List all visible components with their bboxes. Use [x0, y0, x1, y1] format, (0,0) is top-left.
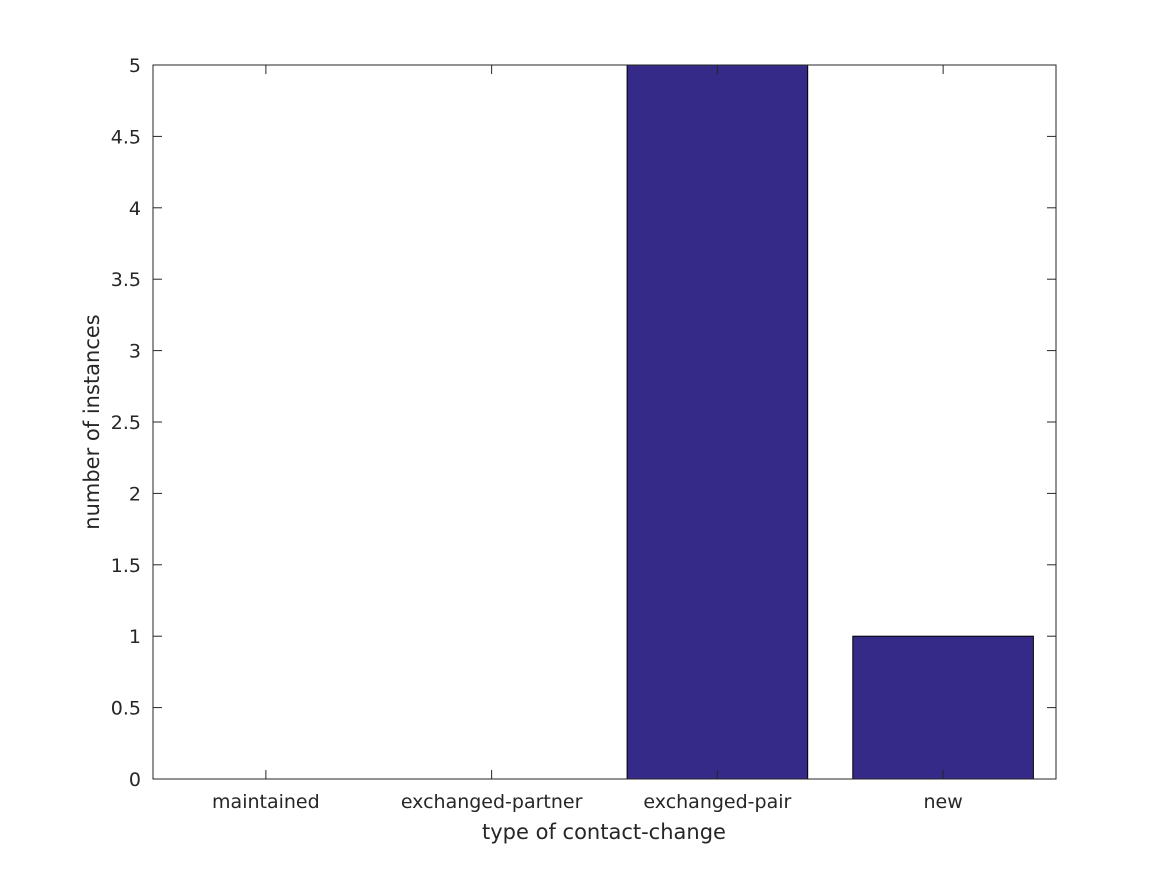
x-axis-ticks: maintained exchanged-partner exchanged-pai…: [212, 65, 963, 813]
y-tick-label: 2.5: [111, 412, 141, 434]
y-tick-label: 5: [129, 55, 141, 77]
bars-group: [626, 64, 1034, 780]
y-tick-label: 3: [129, 341, 141, 363]
bar-new: [852, 635, 1034, 780]
y-tick-label: 1.5: [111, 555, 141, 577]
x-tick-label: new: [923, 791, 962, 813]
x-tick-label: exchanged-partner: [401, 791, 583, 813]
y-tick-label: 2: [129, 483, 141, 505]
y-tick-label: 3.5: [111, 269, 141, 291]
y-axis-title: number of instances: [80, 314, 104, 529]
y-tick-label: 0.5: [111, 698, 141, 720]
x-axis-title: type of contact-change: [482, 820, 726, 844]
y-tick-label: 4.5: [111, 126, 141, 148]
x-tick-label: exchanged-pair: [643, 791, 791, 813]
bar-exchanged-pair: [626, 64, 809, 780]
y-tick-label: 1: [129, 626, 141, 648]
y-tick-label: 4: [129, 198, 141, 220]
x-tick-label: maintained: [212, 791, 320, 813]
y-tick-label: 0: [129, 769, 141, 791]
y-axis-ticks: 0 0.5 1 1.5 2 2.5 3 3.5 4 4.5 5: [111, 55, 1056, 791]
